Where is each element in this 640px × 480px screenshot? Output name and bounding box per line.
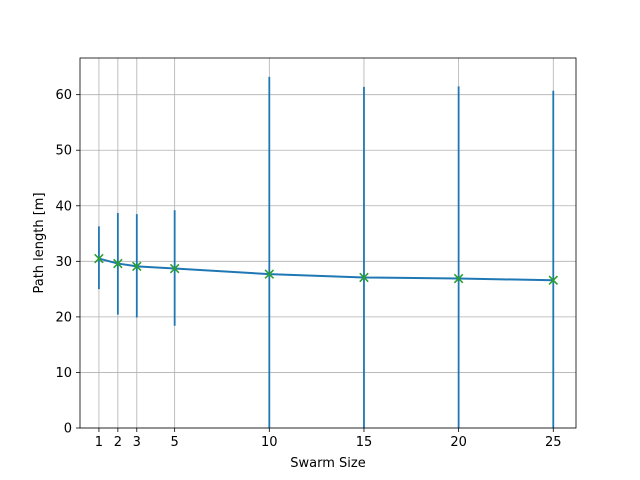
marker-stroke [94,253,104,264]
x-tick-label: 20 [450,435,467,450]
data-point-marker [132,261,142,272]
x-tick-label: 15 [356,435,373,450]
data-point-marker [359,272,369,283]
data-point-marker [169,263,180,274]
data-point-marker [113,258,123,269]
y-axis-ticks: 0 10 20 30 40 50 60 [55,88,80,437]
x-tick-label: 5 [171,435,179,450]
y-tick-label: 0 [64,422,72,437]
y-tick-label: 20 [55,310,72,325]
x-tick-label: 10 [261,435,278,450]
marker-stroke [548,275,559,285]
data-point-marker [94,253,104,264]
y-tick-label: 40 [55,199,72,214]
x-tick-label: 25 [545,435,562,450]
marker-stroke [132,261,142,272]
y-tick-label: 10 [55,366,72,381]
marker-stroke [453,273,464,284]
series-line [98,257,554,282]
data-point-marker [453,273,464,284]
y-tick-label: 50 [55,144,72,159]
x-tick-label: 2 [114,435,122,450]
data-point-marker [264,269,275,279]
y-tick-label: 60 [55,88,72,103]
x-axis-ticks: 1 2 3 5 10 15 20 25 [95,428,562,450]
plot-area [80,58,576,428]
marker-stroke [359,272,369,283]
marker-stroke [169,263,180,274]
x-tick-label: 1 [95,435,103,450]
x-tick-label: 3 [133,435,141,450]
marker-stroke [264,269,275,279]
y-axis-label: Path length [m] [32,192,47,293]
x-axis-label: Swarm Size [290,456,365,471]
data-point-marker [548,275,559,285]
axes-frame [79,57,577,429]
marker-stroke [113,258,123,269]
y-tick-label: 30 [55,255,72,270]
series-group [94,253,559,285]
